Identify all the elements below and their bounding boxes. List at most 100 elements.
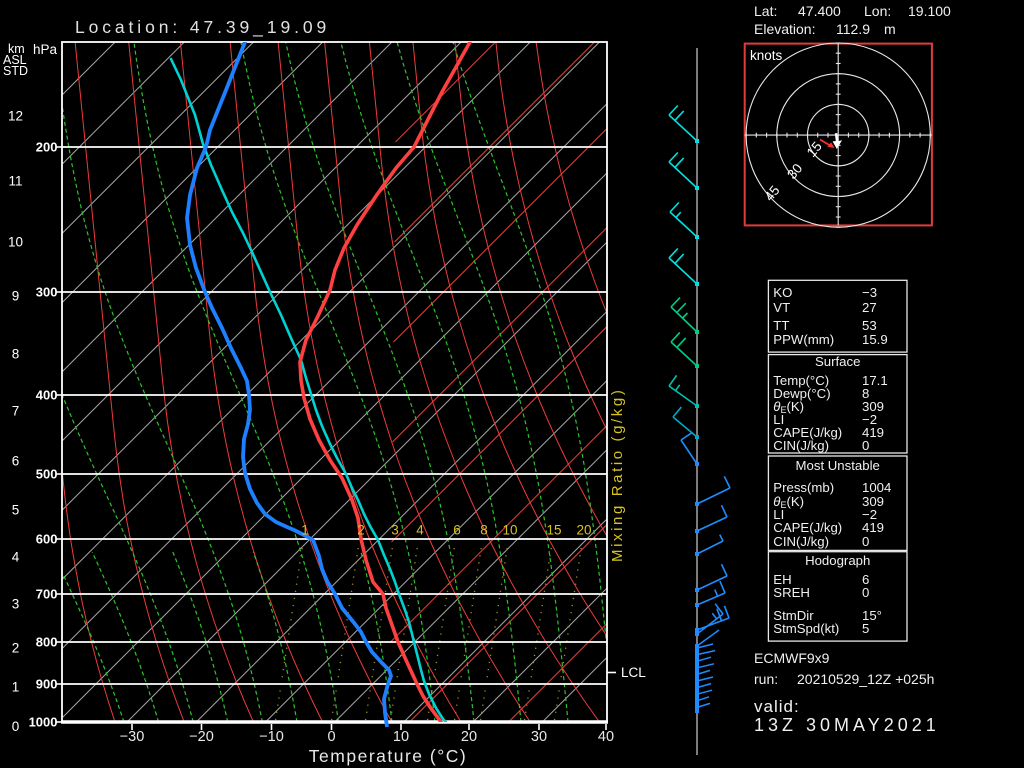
svg-text:400: 400: [36, 388, 58, 403]
svg-text:EH: EH: [773, 572, 791, 587]
svg-text:10: 10: [8, 235, 23, 250]
svg-text:θE(K): θE(K): [773, 399, 804, 415]
svg-text:419: 419: [862, 520, 884, 535]
svg-text:LI: LI: [773, 412, 784, 427]
svg-text:5: 5: [12, 503, 20, 518]
svg-text:run:: run:: [754, 671, 778, 687]
svg-text:hPa: hPa: [33, 42, 58, 57]
svg-text:700: 700: [36, 587, 58, 602]
svg-text:−3: −3: [862, 285, 877, 300]
svg-text:0: 0: [862, 534, 869, 549]
svg-text:2: 2: [12, 641, 20, 656]
svg-text:17.1: 17.1: [862, 373, 888, 388]
svg-text:−10: −10: [259, 729, 284, 745]
svg-text:Lat:: Lat:: [754, 3, 777, 19]
svg-text:Surface: Surface: [815, 354, 860, 369]
svg-text:15: 15: [546, 523, 561, 538]
svg-text:Press(mb): Press(mb): [773, 480, 834, 495]
svg-text:45: 45: [762, 183, 783, 204]
svg-text:CAPE(J/kg): CAPE(J/kg): [773, 520, 842, 535]
svg-text:8: 8: [862, 386, 869, 401]
svg-text:valid:: valid:: [754, 697, 800, 716]
svg-text:0: 0: [862, 585, 869, 600]
svg-text:900: 900: [36, 677, 58, 692]
svg-text:15.9: 15.9: [862, 332, 888, 347]
svg-text:309: 309: [862, 494, 884, 509]
svg-text:10: 10: [502, 523, 517, 538]
svg-text:θE(K): θE(K): [773, 494, 804, 510]
svg-text:1004: 1004: [862, 480, 891, 495]
svg-text:3: 3: [12, 597, 20, 612]
svg-text:27: 27: [862, 300, 877, 315]
svg-text:15: 15: [804, 139, 825, 160]
svg-text:30: 30: [784, 161, 805, 182]
svg-text:2: 2: [357, 523, 365, 538]
svg-text:3: 3: [391, 523, 399, 538]
svg-text:STD: STD: [3, 64, 28, 78]
svg-text:LI: LI: [773, 507, 784, 522]
svg-text:20: 20: [576, 523, 591, 538]
svg-text:Mixing Ratio (g/kg): Mixing Ratio (g/kg): [609, 388, 626, 562]
svg-text:km: km: [8, 42, 25, 56]
svg-text:10: 10: [393, 729, 409, 745]
svg-text:StmDir: StmDir: [773, 608, 814, 623]
svg-text:PPW(mm): PPW(mm): [773, 332, 834, 347]
svg-text:VT: VT: [773, 300, 790, 315]
svg-text:53: 53: [862, 318, 877, 333]
svg-text:Elevation:: Elevation:: [754, 21, 815, 37]
svg-text:Temperature (°C): Temperature (°C): [309, 746, 467, 766]
svg-text:500: 500: [36, 467, 58, 482]
svg-text:−30: −30: [120, 729, 145, 745]
svg-text:−20: −20: [189, 729, 214, 745]
svg-text:300: 300: [36, 285, 58, 300]
svg-text:8: 8: [12, 347, 20, 362]
svg-text:StmSpd(kt): StmSpd(kt): [773, 621, 839, 636]
svg-text:7: 7: [12, 404, 20, 419]
svg-text:15°: 15°: [862, 608, 882, 623]
svg-text:200: 200: [36, 140, 58, 155]
svg-text:Location: 47.39_19.09: Location: 47.39_19.09: [75, 17, 330, 38]
svg-text:4: 4: [12, 550, 20, 565]
svg-text:12: 12: [8, 109, 23, 124]
svg-text:Dewp(°C): Dewp(°C): [773, 386, 830, 401]
svg-text:−2: −2: [862, 507, 877, 522]
svg-text:6: 6: [453, 523, 461, 538]
svg-text:800: 800: [36, 635, 58, 650]
svg-text:600: 600: [36, 532, 58, 547]
svg-text:Lon:: Lon:: [864, 3, 891, 19]
svg-text:0: 0: [862, 438, 869, 453]
svg-text:419: 419: [862, 425, 884, 440]
svg-text:30: 30: [531, 729, 547, 745]
svg-text:0: 0: [327, 729, 335, 745]
svg-text:0: 0: [12, 719, 20, 734]
svg-text:−2: −2: [862, 412, 877, 427]
svg-text:Most Unstable: Most Unstable: [796, 458, 880, 473]
svg-text:47.400: 47.400: [798, 3, 841, 19]
svg-text:LCL: LCL: [621, 665, 646, 680]
svg-text:6: 6: [862, 572, 869, 587]
svg-text:CIN(J/kg): CIN(J/kg): [773, 438, 829, 453]
svg-text:6: 6: [12, 454, 20, 469]
svg-text:309: 309: [862, 399, 884, 414]
svg-text:20: 20: [461, 729, 477, 745]
svg-text:SREH: SREH: [773, 585, 810, 600]
svg-text:11: 11: [8, 174, 22, 189]
svg-text:13Z 30MAY2021: 13Z 30MAY2021: [754, 715, 940, 735]
svg-text:112.9: 112.9: [836, 21, 870, 37]
svg-text:20210529_12Z +025h: 20210529_12Z +025h: [797, 671, 934, 687]
svg-text:1: 1: [12, 680, 20, 695]
svg-text:1: 1: [301, 523, 309, 538]
svg-text:Hodograph: Hodograph: [805, 553, 870, 568]
svg-text:KO: KO: [773, 285, 792, 300]
svg-text:CAPE(J/kg): CAPE(J/kg): [773, 425, 842, 440]
svg-text:TT: TT: [773, 318, 789, 333]
svg-text:ECMWF9x9: ECMWF9x9: [754, 650, 830, 666]
svg-text:8: 8: [480, 523, 488, 538]
svg-text:9: 9: [12, 289, 20, 304]
svg-text:ASL: ASL: [3, 53, 27, 67]
svg-text:m: m: [884, 21, 896, 37]
svg-text:5: 5: [862, 621, 869, 636]
svg-text:4: 4: [416, 523, 424, 538]
svg-text:CIN(J/kg): CIN(J/kg): [773, 534, 829, 549]
svg-text:Temp(°C): Temp(°C): [773, 373, 829, 388]
